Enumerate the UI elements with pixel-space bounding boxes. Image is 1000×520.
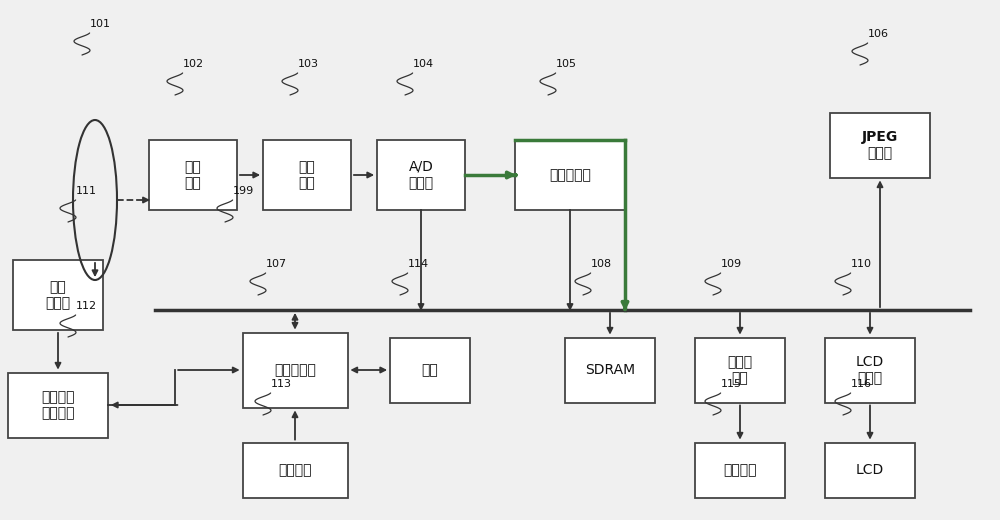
Text: 闪存: 闪存 xyxy=(422,363,438,377)
Text: 105: 105 xyxy=(556,59,577,69)
Text: A/D
转换部: A/D 转换部 xyxy=(408,160,434,190)
Text: 摄像
电路: 摄像 电路 xyxy=(299,160,315,190)
Bar xyxy=(830,112,930,177)
Bar xyxy=(390,337,470,402)
Text: LCD: LCD xyxy=(856,463,884,477)
Text: 106: 106 xyxy=(868,29,889,39)
Text: 111: 111 xyxy=(76,186,97,196)
Text: 记录介质: 记录介质 xyxy=(723,463,757,477)
Text: 199: 199 xyxy=(233,186,254,196)
Text: 104: 104 xyxy=(413,59,434,69)
Text: 图像处理部: 图像处理部 xyxy=(549,168,591,182)
Text: 镜头
驱动部: 镜头 驱动部 xyxy=(45,280,71,310)
Text: 102: 102 xyxy=(183,59,204,69)
Bar xyxy=(565,337,655,402)
Text: 镜头驱动
控制电路: 镜头驱动 控制电路 xyxy=(41,390,75,420)
Text: 101: 101 xyxy=(90,19,111,29)
Text: 115: 115 xyxy=(721,379,742,389)
Bar xyxy=(242,443,348,498)
Text: 107: 107 xyxy=(266,259,287,269)
Text: 116: 116 xyxy=(851,379,872,389)
Bar xyxy=(8,372,108,437)
Text: 103: 103 xyxy=(298,59,319,69)
Text: 摄像
元件: 摄像 元件 xyxy=(185,160,201,190)
Bar xyxy=(263,140,351,210)
Text: 存储器
接口: 存储器 接口 xyxy=(727,355,753,385)
Bar xyxy=(515,140,625,210)
Text: 微型计算机: 微型计算机 xyxy=(274,363,316,377)
Bar xyxy=(13,260,103,330)
Bar xyxy=(149,140,237,210)
Text: 112: 112 xyxy=(76,301,97,311)
Bar xyxy=(695,443,785,498)
Text: JPEG
处理器: JPEG 处理器 xyxy=(862,130,898,160)
Bar xyxy=(825,443,915,498)
Bar xyxy=(242,332,348,408)
Text: 113: 113 xyxy=(271,379,292,389)
Text: 110: 110 xyxy=(851,259,872,269)
Text: 108: 108 xyxy=(591,259,612,269)
Bar xyxy=(377,140,465,210)
Text: LCD
驱动器: LCD 驱动器 xyxy=(856,355,884,385)
Text: 109: 109 xyxy=(721,259,742,269)
Bar xyxy=(825,337,915,402)
Text: SDRAM: SDRAM xyxy=(585,363,635,377)
Bar xyxy=(695,337,785,402)
Text: 操作单元: 操作单元 xyxy=(278,463,312,477)
Text: 114: 114 xyxy=(408,259,429,269)
